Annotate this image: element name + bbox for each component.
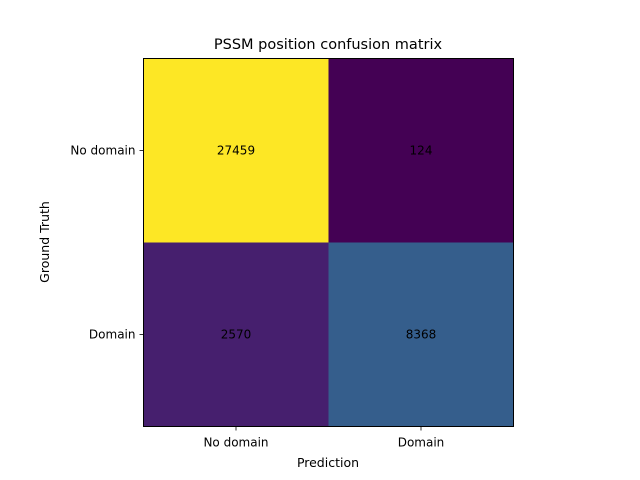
chart-title: PSSM position confusion matrix xyxy=(214,37,443,53)
heatmap-cells: 27459 124 2570 8368 xyxy=(143,58,514,427)
x-tick-label: No domain xyxy=(203,436,268,450)
cell-value-label: 27459 xyxy=(217,144,255,158)
x-axis-label: Prediction xyxy=(297,455,359,470)
plot-frame xyxy=(143,58,514,427)
y-tick-label: Domain xyxy=(89,328,136,342)
cell-value-label: 2570 xyxy=(221,328,252,342)
x-tick-label: Domain xyxy=(398,436,445,450)
heatmap-cell xyxy=(328,58,514,243)
cell-value-label: 8368 xyxy=(406,328,437,342)
y-axis-label: Ground Truth xyxy=(37,201,52,283)
cell-value-label: 124 xyxy=(410,144,433,158)
heatmap-cell xyxy=(143,58,329,243)
x-axis-ticks: No domain Domain xyxy=(203,426,445,450)
y-axis-ticks: No domain Domain xyxy=(70,144,144,342)
heatmap-cell xyxy=(328,242,514,427)
heatmap-cell xyxy=(143,242,329,427)
y-tick-label: No domain xyxy=(70,144,135,158)
